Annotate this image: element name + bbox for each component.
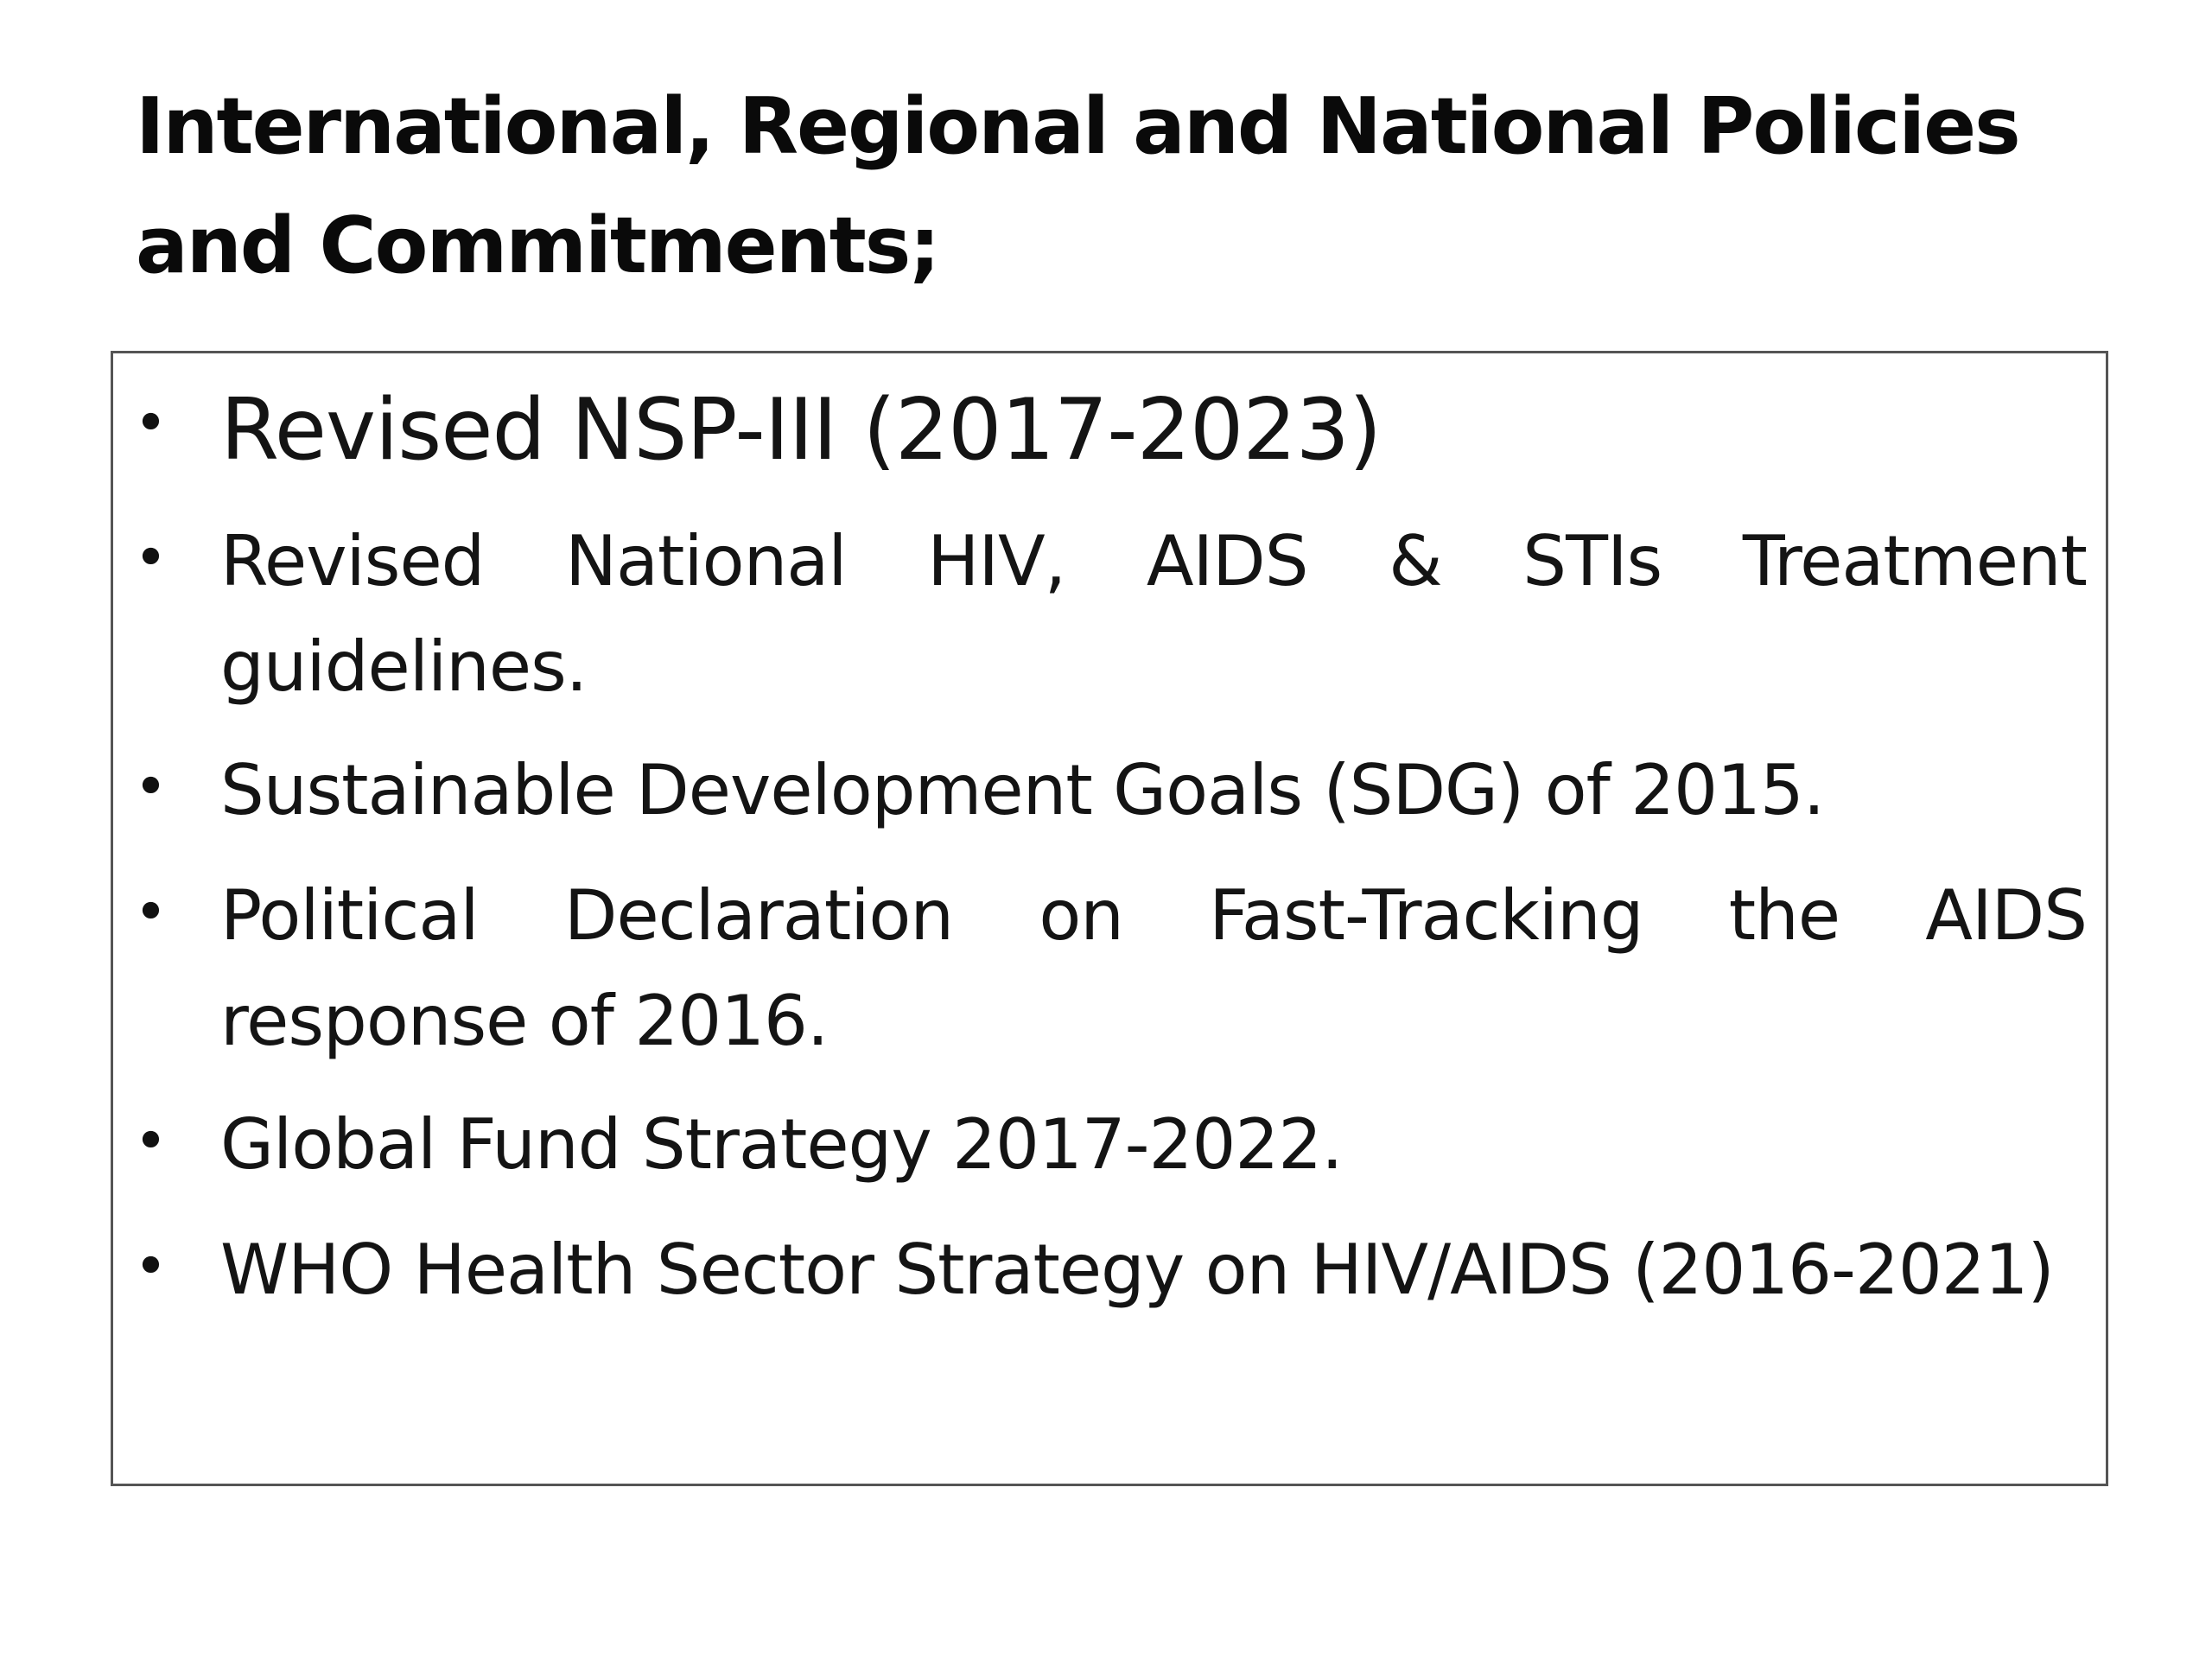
bullet-text: Revised National HIV, AIDS & STIs Treatm… (220, 521, 2088, 707)
bullet-text: Sustainable Development Goals (SDG) of 2… (220, 750, 1825, 830)
bullet-text: Political Declaration on Fast-Tracking t… (220, 875, 2088, 1061)
content-box: • Revised NSP-III (2017-2023) • Revised … (111, 351, 2108, 1486)
bullet-icon: • (134, 524, 168, 591)
bullet-text: WHO Health Sector Strategy on HIV/AIDS (… (220, 1230, 2055, 1310)
bullet-icon: • (134, 753, 168, 820)
bullet-text: Global Fund Strategy 2017-2022. (220, 1104, 1344, 1185)
bullet-text: Revised NSP-III (2017-2023) (220, 381, 1382, 480)
slide-title: International, Regional and National Pol… (136, 81, 2021, 291)
bullet-icon: • (134, 879, 168, 945)
bullet-icon: • (134, 1108, 168, 1174)
bullet-icon: • (134, 390, 168, 456)
bullet-icon: • (134, 1233, 168, 1300)
